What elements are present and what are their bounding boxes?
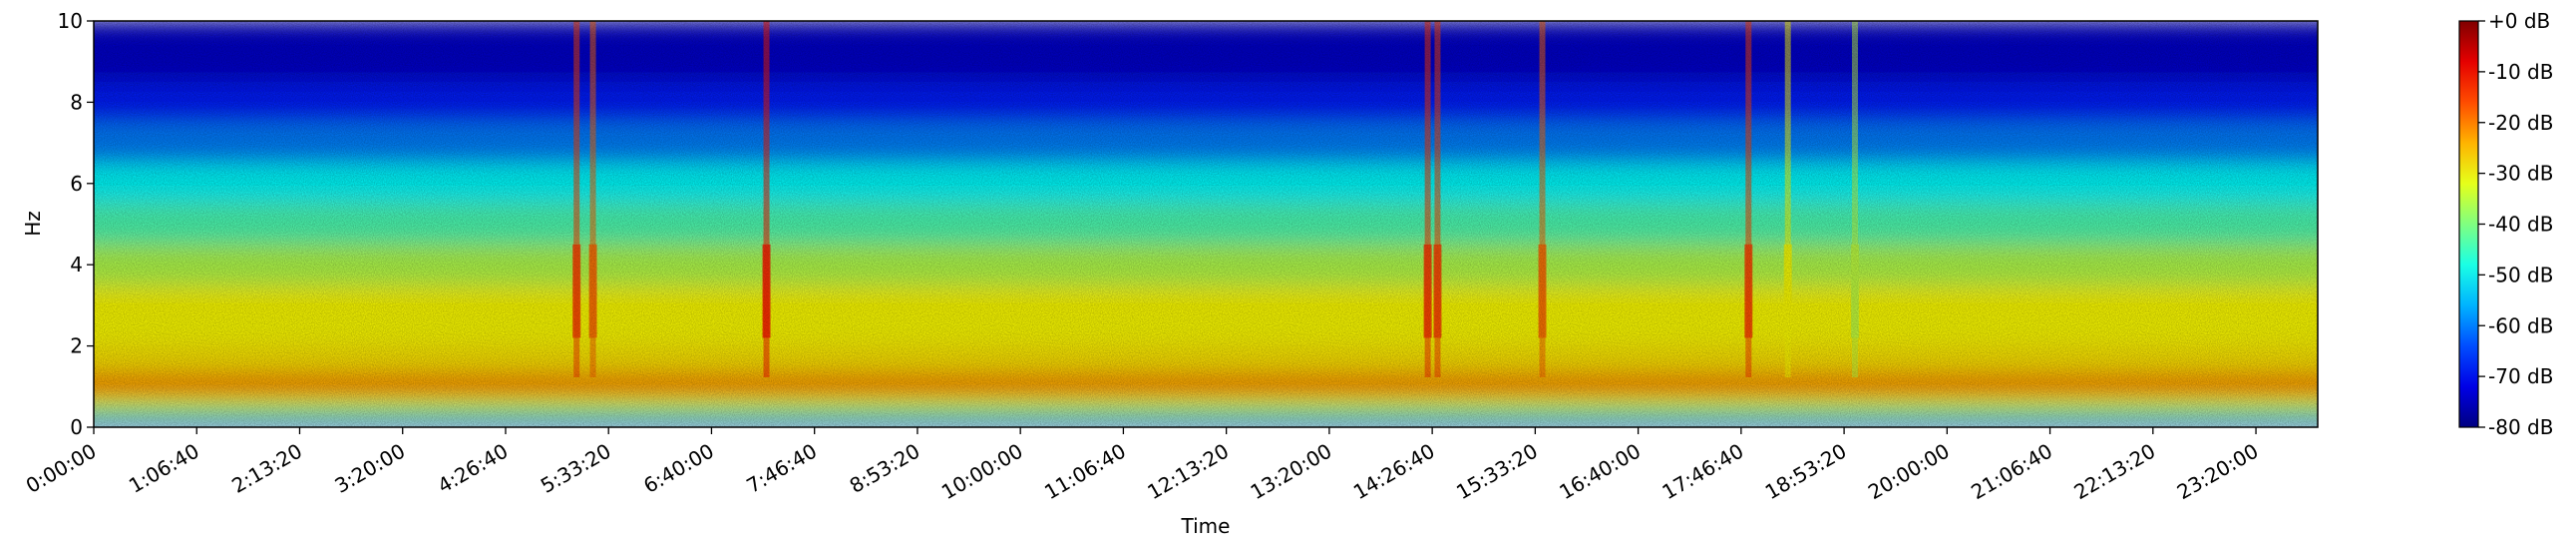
x-tick-label: 3:20:00 <box>330 439 409 498</box>
x-tick-label: 12:13:20 <box>1143 439 1233 505</box>
y-tick-label: 0 <box>70 415 83 439</box>
colorbar-tick-label: -40 dB <box>2488 213 2553 237</box>
colorbar <box>2458 20 2479 428</box>
y-tick-label: 2 <box>70 334 83 358</box>
x-tick-label: 2:13:20 <box>227 439 306 498</box>
y-tick-label: 10 <box>58 9 83 33</box>
colorbar-tick-label: -80 dB <box>2488 415 2553 439</box>
y-tick-label: 8 <box>70 90 83 114</box>
x-tick-label: 7:46:40 <box>742 439 821 498</box>
y-tick-label: 6 <box>70 172 83 196</box>
y-axis-label: Hz <box>21 211 45 237</box>
colorbar-tick-label: -60 dB <box>2488 313 2553 337</box>
colorbar-tick-label: -30 dB <box>2488 162 2553 186</box>
plot-frame <box>93 20 2319 428</box>
x-tick-label: 16:40:00 <box>1555 439 1645 505</box>
x-tick-label: 14:26:40 <box>1349 439 1439 505</box>
x-tick-label: 5:33:20 <box>537 439 615 498</box>
x-tick-label: 6:40:00 <box>639 439 718 498</box>
x-tick-label: 17:46:40 <box>1658 439 1748 505</box>
colorbar-tick-label: -50 dB <box>2488 263 2553 286</box>
colorbar-tick-label: +0 dB <box>2488 9 2550 33</box>
x-tick-label: 22:13:20 <box>2070 439 2160 505</box>
x-tick-label: 4:26:40 <box>434 439 513 498</box>
texture <box>94 21 2318 427</box>
x-tick-label: 18:53:20 <box>1761 439 1851 505</box>
x-tick-label: 8:53:20 <box>846 439 924 498</box>
colorbar-tick-label: -10 dB <box>2488 60 2553 84</box>
x-tick-label: 0:00:00 <box>22 439 101 498</box>
y-tick-label: 4 <box>70 253 83 276</box>
x-tick-label: 1:06:40 <box>125 439 203 498</box>
x-tick-label: 11:06:40 <box>1040 439 1130 505</box>
colorbar-tick-label: -70 dB <box>2488 364 2553 388</box>
x-tick-label: 15:33:20 <box>1452 439 1542 505</box>
x-tick-label: 23:20:00 <box>2173 439 2263 505</box>
x-tick-label: 21:06:40 <box>1967 439 2056 505</box>
x-tick-label: 10:00:00 <box>937 439 1027 505</box>
spectrogram <box>94 21 2318 427</box>
x-tick-label: 20:00:00 <box>1864 439 1954 505</box>
x-tick-label: 13:20:00 <box>1247 439 1336 505</box>
x-axis-label: Time <box>1181 514 1231 538</box>
colorbar-tick-label: -20 dB <box>2488 111 2553 135</box>
